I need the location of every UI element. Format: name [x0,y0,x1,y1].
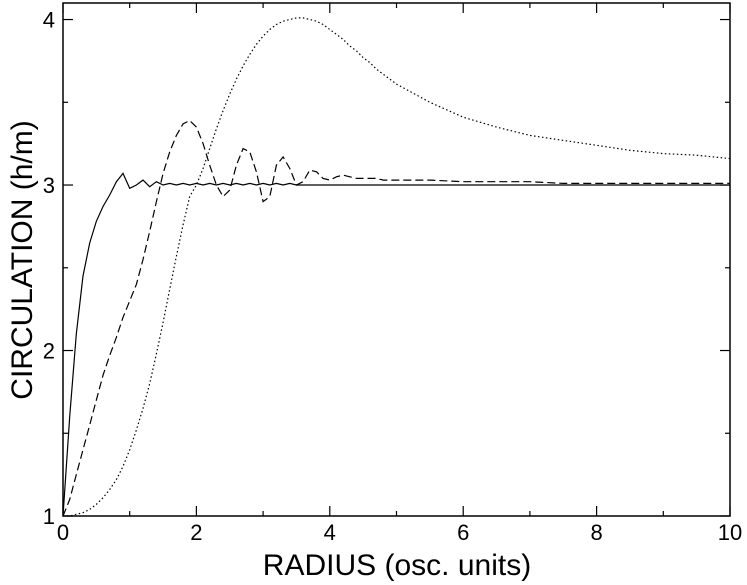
x-tick-label: 8 [590,520,602,545]
x-tick-label: 4 [324,520,336,545]
series-line [62,172,730,517]
x-tick-label: 10 [718,520,742,545]
y-tick-label: 2 [43,339,55,364]
y-axis-label: CIRCULATION (h/m) [6,120,39,399]
series-line [63,17,731,517]
y-tick-label: 1 [43,504,55,529]
x-tick-label: 0 [57,520,69,545]
x-tick-label: 6 [457,520,469,545]
plot-frame [62,2,731,517]
x-axis-label: RADIUS (osc. units) [263,549,531,582]
y-tick-label: 4 [43,8,55,33]
series-line [62,119,730,517]
x-tick-label: 2 [190,520,202,545]
y-tick-label: 3 [43,173,55,198]
